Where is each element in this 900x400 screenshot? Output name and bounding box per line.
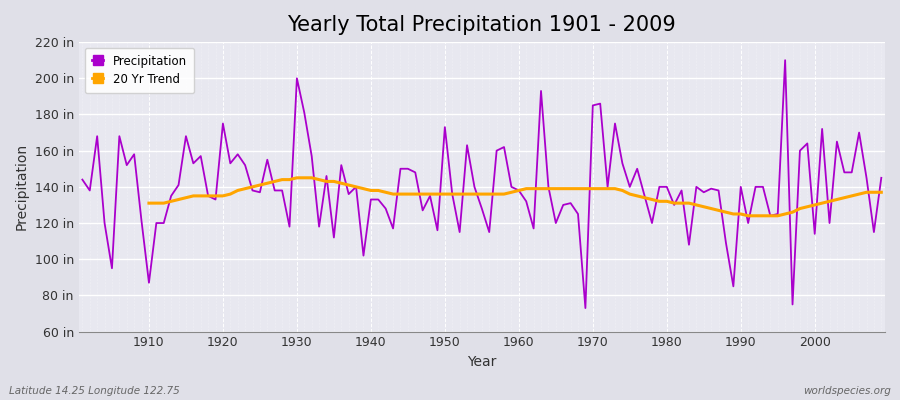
Title: Yearly Total Precipitation 1901 - 2009: Yearly Total Precipitation 1901 - 2009 xyxy=(287,15,676,35)
X-axis label: Year: Year xyxy=(467,355,497,369)
Y-axis label: Precipitation: Precipitation xyxy=(15,143,29,230)
Text: Latitude 14.25 Longitude 122.75: Latitude 14.25 Longitude 122.75 xyxy=(9,386,180,396)
Text: worldspecies.org: worldspecies.org xyxy=(803,386,891,396)
Legend: Precipitation, 20 Yr Trend: Precipitation, 20 Yr Trend xyxy=(85,48,194,93)
